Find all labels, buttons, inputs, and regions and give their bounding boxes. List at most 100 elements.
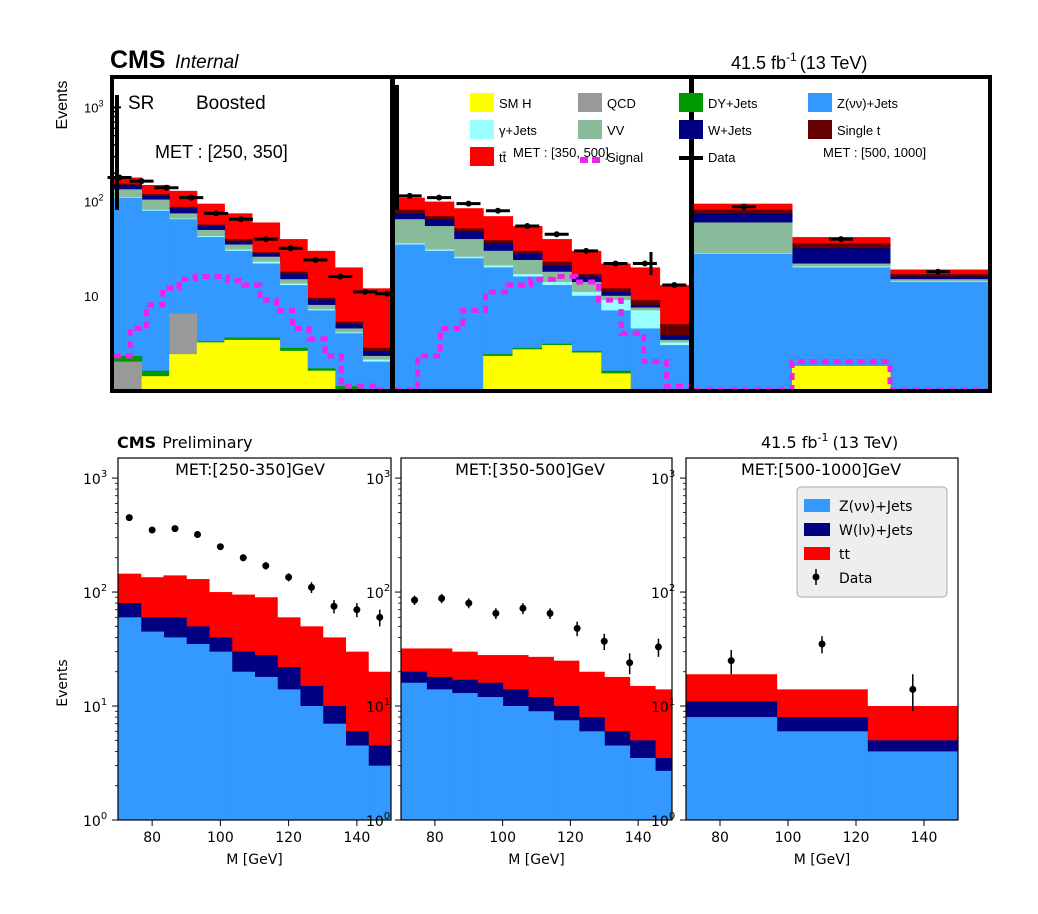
top-region-boosted: Boosted (196, 93, 266, 114)
bottom-data-point-1-3 (492, 609, 500, 617)
bottom-xtick-label-2-1: 100 (775, 830, 802, 846)
top-legend-label-6: W+Jets (708, 123, 752, 138)
top-legend-swatch-8 (470, 147, 494, 166)
bottom-lumi: 41.5 fb-1 (13 TeV) (761, 431, 898, 452)
bottom-ytick-label-0-1: 101 (83, 697, 107, 716)
top-data-point-1-7 (612, 260, 619, 267)
top-data-point-1-8 (641, 260, 648, 267)
bottom-data-point-0-6 (262, 562, 270, 570)
top-bar-smh-2 (169, 354, 198, 390)
bottom-xtick-label-2-0: 80 (711, 830, 729, 846)
top-region-sr: SR (128, 93, 154, 114)
bottom-data-point-1-8 (626, 659, 634, 667)
top-legend-label-0: SM H (499, 96, 532, 111)
top-legend-swatch-2 (679, 93, 703, 112)
bottom-legend: Z(νν)+Jets W(lν)+Jets tt Data (796, 486, 948, 598)
bottom-data-point-0-8 (307, 583, 315, 591)
bottom-xtick-label-1-1: 100 (489, 830, 516, 846)
bottom-bar-0-0 (401, 682, 427, 820)
bottom-xtick-label-1-2: 120 (557, 830, 584, 846)
bottom-ytick-label-0-2: 102 (83, 583, 107, 602)
top-data-point-0-1 (138, 178, 145, 185)
top-data-point-1-6 (583, 247, 590, 254)
bottom-panel-frame-0 (117, 457, 392, 821)
bottom-xlabel-0: M [GeV] (226, 852, 283, 868)
bottom-legend-box (796, 486, 948, 598)
bottom-panel-title-1: MET:[350-500]GeV (455, 460, 605, 479)
bottom-data-point-1-0 (411, 596, 419, 604)
top-bar-smh-5 (252, 339, 281, 390)
bottom-xtick-label-2-3: 140 (911, 830, 938, 846)
bottom-bar-0-1 (776, 731, 868, 820)
top-bar-zvv-9 (659, 345, 690, 390)
bottom-data-point-1-5 (546, 609, 554, 617)
top-legend-label-5: VV (607, 123, 625, 138)
bottom-data-point-2-0 (727, 657, 735, 665)
bottom-panel-frame-2 (685, 457, 959, 821)
bottom-bar-0-1 (140, 631, 164, 820)
top-data-point-2-2 (935, 268, 942, 275)
bottom-bar-0-7 (578, 731, 605, 820)
bottom-bar-0-11 (368, 765, 392, 820)
top-legend-swatch-b-9 (592, 157, 600, 163)
bottom-data-point-0-4 (216, 543, 224, 551)
top-bar-smh-3 (196, 342, 225, 390)
bottom-data-point-1-2 (465, 599, 473, 607)
top-status-label: Internal (175, 52, 239, 73)
bottom-bar-0-8 (604, 745, 631, 820)
bottom-xtick-label-1-0: 80 (426, 830, 444, 846)
top-panel-met-350-500 (395, 85, 690, 393)
bottom-data-point-1-4 (519, 604, 527, 612)
bottom-data-point-0-11 (376, 613, 384, 621)
bottom-legend-marker-3 (812, 573, 820, 581)
bottom-legend-label-1: W(lν)+Jets (839, 523, 913, 539)
bottom-bar-0-7 (277, 689, 301, 820)
top-ytick-label-1: 102 (84, 193, 103, 210)
top-bar-qcd-0 (114, 361, 143, 390)
top-bar-zvv-0 (395, 244, 425, 390)
top-panel-met-500-1000 (694, 203, 989, 393)
bottom-bar-0-8 (299, 706, 324, 820)
bottom-bar-0-6 (254, 676, 278, 820)
bottom-legend-swatch-2 (804, 547, 830, 560)
top-data-point-1-2 (465, 200, 472, 207)
bottom-bar-0-4 (209, 651, 233, 820)
bottom-ytick-label-2-3: 103 (651, 469, 675, 488)
bottom-data-point-0-2 (171, 525, 179, 533)
top-bar-smh-1 (141, 376, 170, 390)
top-data-point-1-1 (436, 194, 443, 201)
bottom-bar-0-2 (163, 637, 187, 820)
top-legend-swatch-0 (470, 93, 494, 112)
top-bar-smh-7 (307, 370, 336, 390)
bottom-xlabel-2: M [GeV] (794, 852, 851, 868)
top-legend-swatch-7 (808, 120, 832, 139)
top-data-point-1-9 (671, 282, 678, 289)
bottom-ytick-label-0-0: 100 (83, 811, 107, 830)
bottom-data-point-1-7 (600, 637, 608, 645)
top-data-point-1-4 (524, 223, 531, 230)
top-ylabel: Events (54, 81, 71, 130)
bottom-xlabel-1: M [GeV] (508, 852, 565, 868)
bottom-bar-0-1 (426, 689, 453, 820)
bottom-panel-met-350-500: 80 100 120 140 M [GeV] 100 101 102 103 (366, 457, 673, 868)
top-bar-zvv-1 (424, 250, 455, 390)
top-bar-smh-7 (600, 373, 631, 390)
bottom-data-point-0-3 (194, 530, 202, 538)
top-data-point-2-1 (838, 236, 844, 243)
top-data-point-0-8 (312, 256, 319, 263)
bottom-data-point-1-1 (438, 594, 446, 602)
top-bar-smh-6 (571, 352, 602, 390)
bottom-data-point-0-7 (285, 573, 293, 581)
top-legend-swatch-4 (470, 120, 494, 139)
bottom-data-point-2-2 (909, 685, 917, 693)
top-legend-label-4: γ+Jets (499, 123, 537, 138)
bottom-ytick-label-1-1: 101 (366, 697, 390, 716)
bottom-bar-0-3 (477, 696, 504, 820)
bottom-xtick-label-0-0: 80 (143, 830, 161, 846)
bottom-xtick-label-0-3: 140 (344, 830, 371, 846)
top-data-point-0-3 (188, 194, 195, 201)
top-bar-zvv-0 (694, 253, 793, 390)
top-legend-label-9: Signal (607, 150, 643, 165)
bottom-ytick-label-2-0: 100 (651, 811, 675, 830)
bottom-data-point-0-5 (239, 554, 247, 562)
